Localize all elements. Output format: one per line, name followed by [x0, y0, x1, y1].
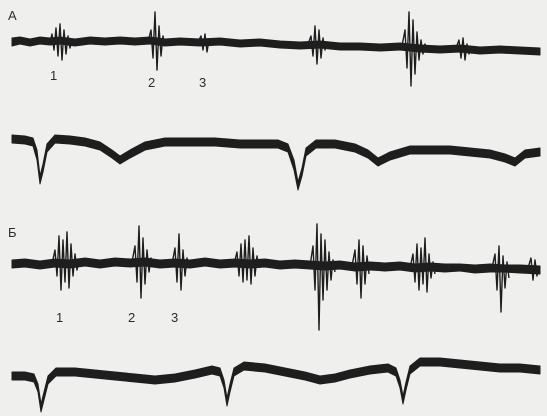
panel-a-slow-trace	[11, 134, 541, 191]
panel-b-marker-3: 3	[171, 310, 178, 325]
panel-a-spike-burst-6	[455, 37, 472, 61]
panel-a-marker-2: 2	[148, 75, 155, 90]
panel-b-spike-burst-4	[233, 235, 260, 285]
panel-a-marker-1: 1	[50, 68, 57, 83]
panel-b-spike-burst-6	[351, 239, 370, 299]
panel-a-spike-burst-5	[401, 11, 428, 87]
panel-a-spike-burst-1	[49, 23, 75, 61]
panel-b-slow-trace	[11, 357, 541, 413]
panel-a-spike-burst-4	[307, 25, 330, 65]
panel-a-spike-burst-3	[197, 33, 212, 53]
panel-b-spike-burst-1	[51, 231, 80, 291]
panel-b-spike-burst-2	[131, 225, 154, 299]
panel-b-spike-burst-5	[309, 223, 336, 331]
panel-b-spike-trace	[11, 223, 541, 331]
panel-a-label: А	[8, 8, 17, 23]
panel-a-marker-3: 3	[199, 75, 206, 90]
panel-b-spike-burst-9	[527, 257, 540, 281]
panel-b-spike-band	[11, 257, 541, 275]
panel-b-marker-1: 1	[56, 310, 63, 325]
panel-a-spike-burst-2	[147, 11, 166, 71]
panel-a: А 1 2 3	[8, 8, 541, 191]
panel-b-marker-2: 2	[128, 310, 135, 325]
panel-b-spike-burst-8	[491, 245, 510, 313]
panel-b-spike-burst-7	[409, 237, 436, 293]
panel-b-label: Б	[8, 225, 17, 240]
panel-b: Б 1 2 3	[8, 223, 541, 413]
panel-a-spike-trace	[11, 11, 541, 87]
panel-b-spike-burst-3	[171, 233, 190, 291]
